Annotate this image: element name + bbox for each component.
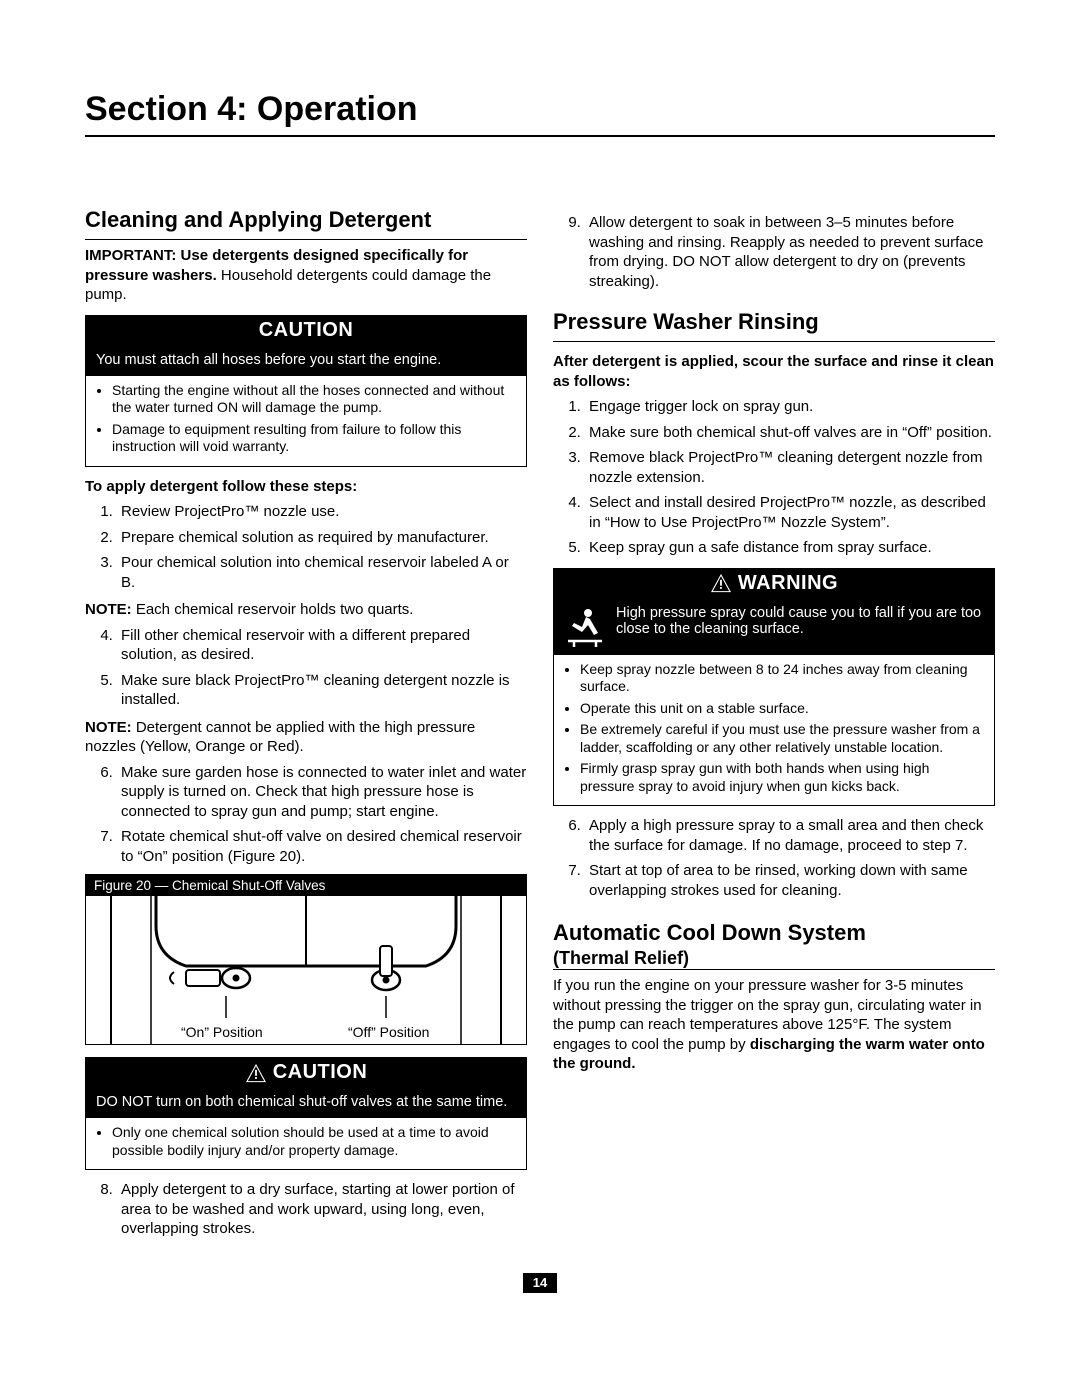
step-item: Keep spray gun a safe distance from spra…	[585, 538, 995, 558]
page: Section 4: Operation Cleaning and Applyi…	[0, 0, 1080, 1363]
note-prefix: NOTE:	[85, 601, 132, 618]
caution-box-hoses: CAUTION You must attach all hoses before…	[85, 315, 527, 467]
step-item: Select and install desired ProjectPro™ n…	[585, 493, 995, 532]
warning-header-text: WARNING	[738, 572, 838, 595]
caution-bullet: Starting the engine without all the hose…	[112, 382, 518, 417]
warning-header: WARNING	[554, 569, 994, 599]
caution-header: CAUTION	[86, 316, 526, 346]
cooldown-paragraph: If you run the engine on your pressure w…	[553, 976, 995, 1074]
important-note: IMPORTANT: Use detergents designed speci…	[85, 246, 527, 305]
step-item: Make sure both chemical shut-off valves …	[585, 423, 995, 443]
note-rest: Detergent cannot be applied with the hig…	[85, 719, 475, 756]
detergent-steps-6-7: Make sure garden hose is connected to wa…	[85, 763, 527, 867]
page-number: 14	[85, 1273, 995, 1293]
note-prefix: NOTE:	[85, 719, 132, 736]
detergent-step-9: Allow detergent to soak in between 3–5 m…	[553, 213, 995, 291]
warning-subtext: High pressure spray could cause you to f…	[554, 599, 994, 655]
warning-box-fall: WARNING High pressure spray coul	[553, 568, 995, 807]
figure-body: “On” Position “Off” Position	[86, 896, 526, 1044]
step-item: Fill other chemical reservoir with a dif…	[117, 626, 527, 665]
heading-rule	[85, 239, 527, 240]
note-reservoir-capacity: NOTE: Each chemical reservoir holds two …	[85, 600, 527, 620]
step-item: Start at top of area to be rinsed, worki…	[585, 861, 995, 900]
caution-subtext: You must attach all hoses before you sta…	[86, 346, 526, 376]
heading-cooldown-sub: (Thermal Relief)	[553, 948, 995, 969]
detergent-steps-4-5: Fill other chemical reservoir with a dif…	[85, 626, 527, 710]
figure-caption: Figure 20 — Chemical Shut-Off Valves	[86, 875, 526, 896]
warning-triangle-icon	[710, 573, 732, 593]
rinse-intro: After detergent is applied, scour the su…	[553, 352, 995, 391]
left-column: Cleaning and Applying Detergent IMPORTAN…	[85, 207, 527, 1247]
section-title: Section 4: Operation	[85, 90, 995, 129]
detergent-step-8: Apply detergent to a dry surface, starti…	[85, 1180, 527, 1239]
caution-bullet: Only one chemical solution should be use…	[112, 1124, 518, 1159]
content-columns: Cleaning and Applying Detergent IMPORTAN…	[85, 207, 995, 1247]
caution-body: Only one chemical solution should be use…	[86, 1118, 526, 1169]
heading-cleaning-detergent: Cleaning and Applying Detergent	[85, 207, 527, 233]
warning-triangle-icon	[245, 1063, 267, 1083]
step-item: Pour chemical solution into chemical res…	[117, 553, 527, 592]
step-item: Allow detergent to soak in between 3–5 m…	[585, 213, 995, 291]
rinse-steps-6-7: Apply a high pressure spray to a small a…	[553, 816, 995, 900]
warning-bullet: Firmly grasp spray gun with both hands w…	[580, 760, 986, 795]
slip-fall-icon	[564, 605, 606, 647]
section-title-rule	[85, 135, 995, 137]
heading-cooldown: Automatic Cool Down System	[553, 920, 995, 946]
note-high-pressure-nozzles: NOTE: Detergent cannot be applied with t…	[85, 718, 527, 757]
step-item: Review ProjectPro™ nozzle use.	[117, 502, 527, 522]
warning-bullet: Keep spray nozzle between 8 to 24 inches…	[580, 661, 986, 696]
step-item: Rotate chemical shut-off valve on desire…	[117, 827, 527, 866]
right-column: Allow detergent to soak in between 3–5 m…	[553, 207, 995, 1247]
step-text: Make sure both chemical shut-off valves …	[589, 424, 992, 441]
step-item: Make sure garden hose is connected to wa…	[117, 763, 527, 822]
figure-on-label: “On” Position	[181, 1024, 263, 1040]
figure-20: Figure 20 — Chemical Shut-Off Valves	[85, 874, 527, 1045]
caution-header-text: CAUTION	[273, 1061, 368, 1084]
step-item: Engage trigger lock on spray gun.	[585, 397, 995, 417]
figure-off-label: “Off” Position	[348, 1024, 429, 1040]
step-7-text: Rotate chemical shut-off valve on desire…	[121, 828, 522, 865]
step-item: Apply detergent to a dry surface, starti…	[117, 1180, 527, 1239]
heading-rule	[553, 969, 995, 970]
caution-subtext: DO NOT turn on both chemical shut-off va…	[86, 1088, 526, 1118]
detergent-steps-1-3: Review ProjectPro™ nozzle use. Prepare c…	[85, 502, 527, 592]
caution-bullet: Damage to equipment resulting from failu…	[112, 421, 518, 456]
steps-label: To apply detergent follow these steps:	[85, 477, 527, 497]
valve-diagram-icon	[86, 896, 526, 1044]
rinse-steps-1-5: Engage trigger lock on spray gun. Make s…	[553, 397, 995, 558]
warning-bullet: Be extremely careful if you must use the…	[580, 721, 986, 756]
warning-bullet: Operate this unit on a stable surface.	[580, 700, 986, 718]
caution-box-both-valves: CAUTION DO NOT turn on both chemical shu…	[85, 1057, 527, 1170]
note-rest: Each chemical reservoir holds two quarts…	[132, 601, 414, 618]
caution-header: CAUTION	[86, 1058, 526, 1088]
page-number-badge: 14	[523, 1273, 557, 1293]
warning-body: Keep spray nozzle between 8 to 24 inches…	[554, 655, 994, 806]
warning-sub-text: High pressure spray could cause you to f…	[616, 605, 984, 637]
step-item: Prepare chemical solution as required by…	[117, 528, 527, 548]
heading-rule	[553, 341, 995, 342]
step-item: Make sure black ProjectPro™ cleaning det…	[117, 671, 527, 710]
step-item: Apply a high pressure spray to a small a…	[585, 816, 995, 855]
caution-body: Starting the engine without all the hose…	[86, 376, 526, 466]
step-item: Remove black ProjectPro™ cleaning deterg…	[585, 448, 995, 487]
heading-rinsing: Pressure Washer Rinsing	[553, 309, 995, 335]
